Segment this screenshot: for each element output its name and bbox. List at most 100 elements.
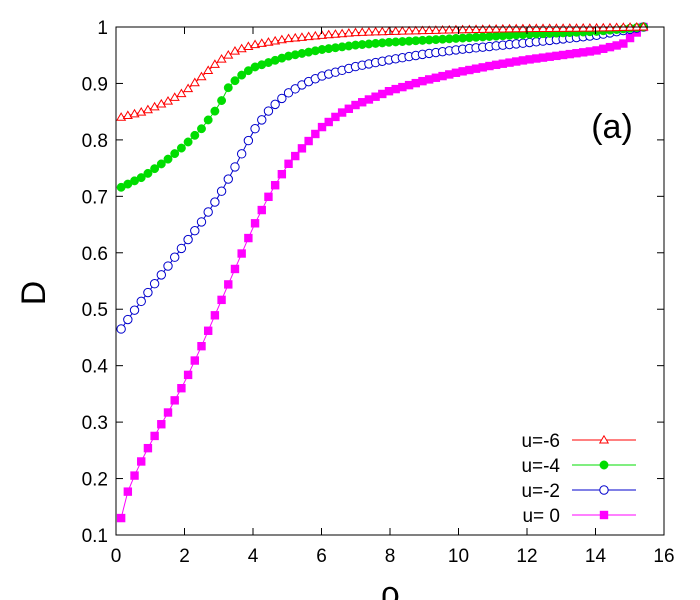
data-point xyxy=(337,28,348,38)
data-point xyxy=(451,68,461,77)
data-point xyxy=(263,106,274,116)
data-point xyxy=(538,53,548,62)
data-point xyxy=(363,27,374,36)
legend-label: u= 0 xyxy=(522,506,560,527)
data-point xyxy=(431,73,441,82)
data-point xyxy=(250,219,260,228)
data-point xyxy=(418,76,427,86)
data-point xyxy=(424,25,435,34)
panel-label: (a) xyxy=(591,108,633,146)
data-point xyxy=(256,38,267,47)
data-point xyxy=(545,52,554,61)
data-point xyxy=(612,41,621,50)
data-point xyxy=(371,92,380,101)
data-point xyxy=(249,39,261,49)
data-point xyxy=(478,63,487,72)
data-point xyxy=(457,24,468,34)
data-point xyxy=(203,207,213,217)
data-point xyxy=(438,71,447,81)
data-point xyxy=(190,356,199,365)
data-point xyxy=(190,226,200,236)
legend-marker xyxy=(598,434,610,444)
series-line xyxy=(120,26,644,519)
data-point xyxy=(605,42,615,52)
data-point xyxy=(149,101,160,111)
y-tick-label: 0.1 xyxy=(82,526,108,547)
data-point xyxy=(337,108,347,117)
data-point xyxy=(430,25,441,34)
data-point xyxy=(197,124,206,134)
data-point xyxy=(544,23,555,32)
data-point xyxy=(410,25,421,35)
x-tick-label: 12 xyxy=(516,546,537,567)
series-0 xyxy=(116,21,649,121)
x-tick-label: 16 xyxy=(653,546,674,567)
data-point xyxy=(417,25,428,35)
data-point xyxy=(250,124,260,134)
data-point xyxy=(116,513,126,523)
data-point xyxy=(203,65,214,75)
data-point xyxy=(458,67,467,76)
x-tick-label: 14 xyxy=(585,546,607,567)
y-tick-label: 0.6 xyxy=(82,244,108,265)
data-point xyxy=(170,149,180,159)
data-point xyxy=(189,77,200,87)
data-point xyxy=(465,65,474,75)
data-point xyxy=(143,168,153,178)
data-point xyxy=(384,86,394,96)
data-point xyxy=(229,46,241,55)
data-point xyxy=(143,443,153,453)
data-point xyxy=(537,23,549,33)
data-point xyxy=(310,30,321,40)
data-point xyxy=(223,83,233,93)
data-point xyxy=(176,243,187,254)
data-point xyxy=(565,49,574,59)
data-point xyxy=(136,296,146,307)
data-point xyxy=(357,27,368,36)
data-point xyxy=(625,33,635,43)
data-point xyxy=(136,173,146,183)
series-2 xyxy=(116,22,649,334)
data-point xyxy=(264,192,273,202)
data-point xyxy=(143,287,153,298)
data-point xyxy=(330,29,341,38)
y-tick-label: 0.7 xyxy=(82,187,108,208)
data-point xyxy=(364,95,374,104)
data-point xyxy=(303,31,314,41)
data-point xyxy=(317,122,327,132)
data-point xyxy=(230,76,240,86)
y-tick-label: 0.3 xyxy=(82,413,108,434)
data-point xyxy=(123,314,133,325)
legend-label: u=-6 xyxy=(521,431,560,452)
y-tick-label: 0.5 xyxy=(82,300,108,321)
data-point xyxy=(585,47,595,56)
data-point xyxy=(343,28,354,37)
data-point xyxy=(150,164,160,174)
data-point xyxy=(497,23,508,33)
data-point xyxy=(464,24,475,34)
data-point xyxy=(163,261,173,271)
data-point xyxy=(290,32,301,42)
data-point xyxy=(377,26,388,36)
data-point xyxy=(130,471,139,480)
series-3 xyxy=(116,22,648,523)
data-point xyxy=(243,135,254,146)
data-point xyxy=(237,70,247,80)
data-point xyxy=(203,115,213,125)
data-point xyxy=(599,44,608,53)
data-point xyxy=(324,117,333,127)
data-point xyxy=(331,112,340,122)
data-point xyxy=(244,233,253,243)
data-point xyxy=(470,24,482,33)
legend-marker xyxy=(599,510,609,520)
data-point xyxy=(176,143,186,153)
data-point xyxy=(277,169,287,179)
data-point xyxy=(123,487,133,496)
data-point xyxy=(276,34,287,44)
data-point xyxy=(156,98,167,108)
data-point xyxy=(558,50,568,60)
data-point xyxy=(209,59,220,68)
data-point xyxy=(183,83,194,93)
data-point xyxy=(237,249,246,258)
data-point xyxy=(532,54,541,63)
